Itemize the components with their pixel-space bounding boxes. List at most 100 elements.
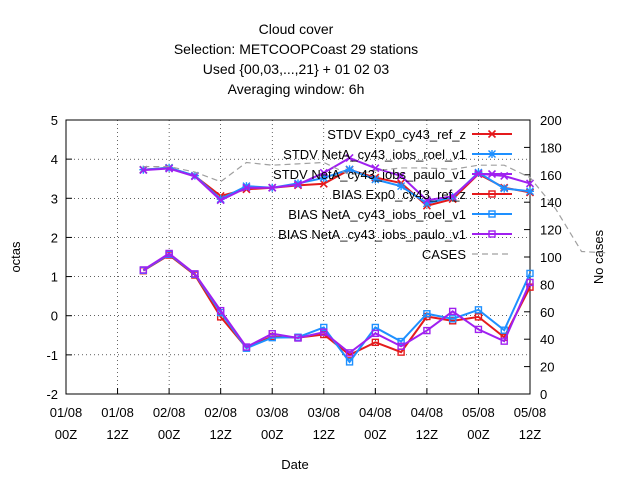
data-point <box>242 183 251 192</box>
data-point <box>500 337 508 345</box>
data-point <box>448 315 457 323</box>
y2-tick-label: 0 <box>540 387 547 402</box>
x-axis-label: Date <box>281 457 308 472</box>
data-point <box>500 184 509 193</box>
data-point <box>488 230 496 238</box>
y2-tick-label: 40 <box>540 332 554 347</box>
data-point <box>371 329 380 338</box>
x-tick-label: 01/08 00Z <box>50 405 83 442</box>
series-CASES <box>143 161 608 254</box>
y-tick-label: -1 <box>46 348 58 363</box>
chart-title-line: Cloud cover <box>259 21 334 37</box>
data-point <box>345 358 354 366</box>
series-line <box>143 156 531 202</box>
y-tick-label: -2 <box>46 387 58 402</box>
data-point <box>216 196 225 205</box>
data-point <box>397 342 405 350</box>
series-line <box>142 253 531 357</box>
data-point <box>319 168 328 177</box>
data-point <box>319 179 328 188</box>
data-point <box>242 343 251 351</box>
data-point <box>474 325 483 334</box>
y2-tick-label: 180 <box>540 140 562 155</box>
series-BIAS NetA_cy43_iobs_roel_v1 <box>139 250 534 366</box>
x-tick-label: 02/08 00Z <box>153 405 186 442</box>
legend-label: BIAS NetA_cy43_iobs_paulo_v1 <box>278 227 466 242</box>
x-tick-label: 05/08 00Z <box>462 405 495 442</box>
legend-label: CASES <box>422 247 466 262</box>
data-point <box>526 269 534 278</box>
data-point <box>423 310 431 318</box>
legend-label: BIAS NetA_cy43_iobs_roel_v1 <box>288 207 466 222</box>
chart-title-line: Averaging window: 6h <box>228 81 365 97</box>
data-point <box>397 182 406 191</box>
series-lines <box>139 153 608 366</box>
legend: STDV Exp0_cy43_ref_z STDV NetA_cy43_iobs_… <box>273 127 512 262</box>
legend-label: STDV NetA_cy43_iobs_roel_v1 <box>283 147 466 162</box>
x-axis-ticks: 01/08 00Z 01/08 12Z 02/08 00Z 02/08 12Z 03/08 00Z… <box>50 388 547 442</box>
series-BIAS NetA_cy43_iobs_paulo_v1 <box>139 249 534 357</box>
data-point <box>371 175 380 184</box>
x-tick-label: 01/08 12Z <box>101 405 134 442</box>
data-point <box>371 338 380 347</box>
data-point <box>397 171 406 181</box>
y2-tick-label: 160 <box>540 168 562 183</box>
y-tick-label: 3 <box>51 191 58 206</box>
series-line <box>142 253 531 364</box>
data-point <box>500 326 508 334</box>
y-tick-label: 1 <box>51 270 58 285</box>
data-point <box>526 187 534 196</box>
data-point <box>320 323 328 332</box>
data-point <box>474 313 483 321</box>
data-point <box>216 306 225 315</box>
data-point <box>487 129 497 139</box>
data-point <box>345 153 354 163</box>
y2-tick-label: 200 <box>540 113 562 128</box>
series-STDV NetA_cy43_iobs_paulo_v1 <box>139 153 535 205</box>
series-line <box>142 252 531 355</box>
data-point <box>488 210 496 218</box>
data-point <box>191 270 199 278</box>
y2-tick-label: 100 <box>540 250 562 265</box>
data-point <box>448 307 457 316</box>
data-point <box>474 306 483 314</box>
data-point <box>423 326 431 335</box>
data-point <box>488 190 496 198</box>
legend-label: BIAS Exp0_cy43_ref_z <box>332 187 466 202</box>
chart-title: Cloud cover Selection: METCOOPCoast 29 st… <box>174 21 418 97</box>
y-tick-label: 2 <box>51 230 58 245</box>
data-point <box>525 179 535 188</box>
data-point <box>345 165 354 174</box>
y-tick-label: 5 <box>51 113 58 128</box>
data-point <box>487 169 497 179</box>
data-point <box>139 166 148 175</box>
x-tick-label: 03/08 00Z <box>256 405 289 442</box>
data-point <box>397 337 405 346</box>
y2-tick-label: 60 <box>540 305 554 320</box>
data-point <box>345 349 354 357</box>
data-point <box>165 249 173 258</box>
data-point <box>422 196 431 205</box>
data-point <box>448 192 457 201</box>
data-point <box>320 328 328 336</box>
data-point <box>526 278 534 287</box>
y2-tick-label: 120 <box>540 223 562 238</box>
data-point <box>268 183 277 192</box>
x-tick-label: 04/08 12Z <box>411 405 444 442</box>
x-tick-label: 05/08 12Z <box>514 405 547 442</box>
y-axis-ticks: -2 -1 0 1 2 3 4 5 <box>46 113 72 402</box>
series-line <box>143 166 531 207</box>
data-point <box>268 330 276 338</box>
series-line <box>143 161 608 254</box>
data-point <box>294 334 302 342</box>
y2-tick-label: 80 <box>540 277 554 292</box>
x-tick-label: 03/08 12Z <box>308 405 341 442</box>
data-point <box>488 150 496 158</box>
data-point <box>190 172 199 181</box>
legend-label: STDV Exp0_cy43_ref_z <box>327 127 466 142</box>
data-point <box>139 266 148 274</box>
data-point <box>293 180 303 189</box>
legend-label: STDV NetA_cy43_iobs_paulo_v1 <box>273 167 466 182</box>
grid-lines <box>66 120 530 394</box>
